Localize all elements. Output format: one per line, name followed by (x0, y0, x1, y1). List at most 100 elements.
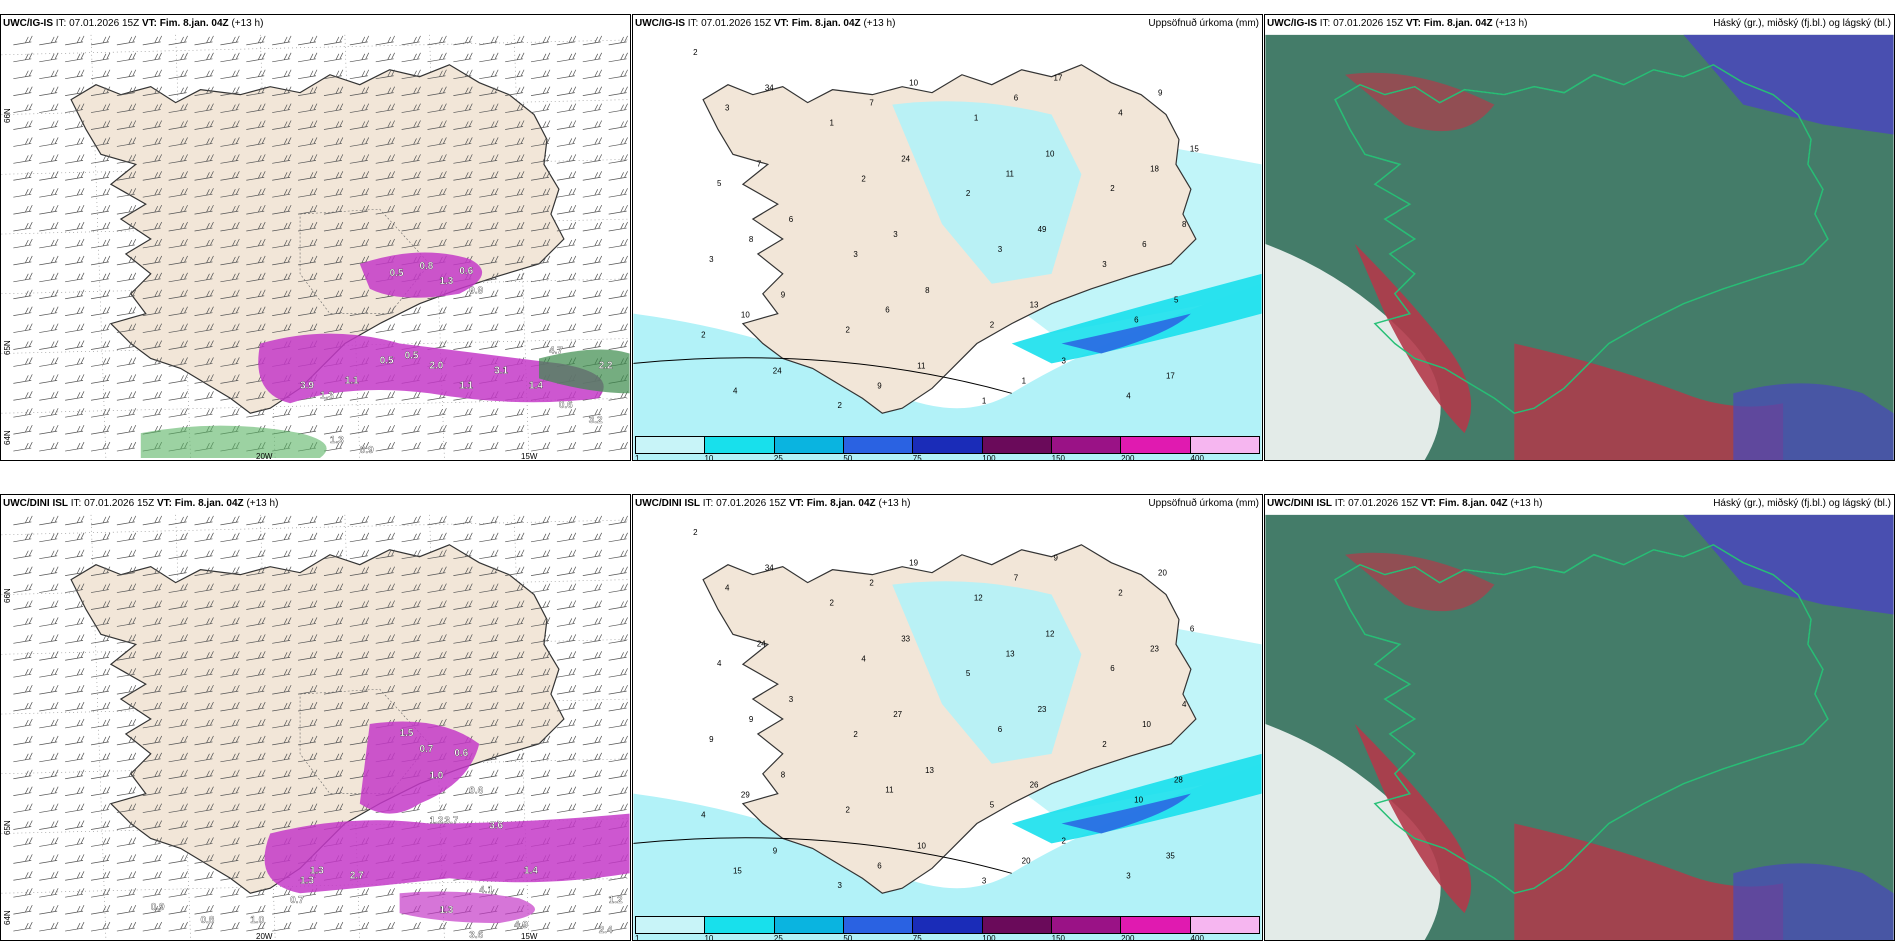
precip-value-label: 0.9 (469, 286, 483, 297)
colorbar-cell (774, 437, 844, 453)
precip-value-label: 0.5 (390, 268, 404, 279)
colorbar-tick-label: 25 (773, 934, 783, 941)
precip-value-label: 3 (725, 104, 730, 113)
colorbar-cell (982, 437, 1052, 453)
precip-value-label: 15 (733, 866, 742, 875)
precip-value-label: 9 (1054, 554, 1059, 563)
precip-value-label: 11 (917, 361, 926, 370)
precip-value-label: 9 (749, 715, 754, 724)
colorbar-cell (705, 437, 775, 453)
precip-value-label: 0.7 (290, 895, 304, 906)
panel-dini-accum-precip: UWC/DINI ISL IT: 07.01.2026 15Z VT: Fim.… (632, 494, 1263, 941)
lat-label-65n: 65N (3, 340, 12, 355)
precip-value-label: 1.0 (429, 771, 443, 782)
precip-value-label: 0.5 (405, 350, 419, 361)
colorbar-cell (843, 917, 914, 933)
precip-value-label: 35 (1166, 851, 1175, 860)
precip-value-label: 7 (869, 99, 874, 108)
precip-value-label: 2 (1110, 184, 1115, 193)
colorbar-tick-label: 150 (1051, 454, 1066, 461)
precip-value-label: 1 (830, 119, 835, 128)
precip-value-label: 11 (1006, 169, 1015, 178)
panel-title: UWC/IG-IS IT: 07.01.2026 15Z VT: Fim. 8.… (635, 18, 896, 29)
panel-subtitle: Háský (gr.), miðský (fj.bl.) og lágský (… (1713, 498, 1891, 509)
precip-value-label: 1.3 (320, 390, 334, 401)
precip-value-label: 2 (837, 401, 842, 410)
colorbar-tick-label: 100 (982, 934, 996, 941)
precip-value-label: 10 (741, 311, 750, 320)
colorbar-tick-label: 50 (843, 934, 853, 941)
precip-value-label: 9 (773, 846, 778, 855)
precip-value-label: 6 (885, 306, 890, 315)
precip-value-label: 23 (1038, 705, 1047, 714)
precip-value-label: 11 (885, 786, 894, 795)
colorbar-cell (1121, 917, 1191, 933)
lon-label-15w: 15W (521, 932, 538, 941)
precip-value-label: 2.7 (350, 870, 364, 881)
precip-value-label: 0.5 (380, 355, 394, 366)
precip-value-label: 3 (789, 695, 794, 704)
precip-value-label: 9 (709, 735, 714, 744)
colorbar-cell (913, 917, 983, 933)
colorbar-cell (1121, 437, 1191, 453)
precip-value-label: 13 (925, 766, 934, 775)
colorbar-cell (636, 917, 706, 933)
precip-value-label: 4 (1118, 109, 1123, 118)
precip-value-label: 4 (733, 386, 738, 395)
panel-ig-is-accum-precip: UWC/IG-IS IT: 07.01.2026 15Z VT: Fim. 8.… (632, 14, 1263, 461)
precip-value-label: 26 (1030, 781, 1039, 790)
precip-value-label: 8 (781, 771, 786, 780)
precip-value-label: 3.6 (469, 930, 483, 940)
precip-value-label: 3.9 (300, 380, 314, 391)
precip-value-label: 1.3 (330, 435, 344, 446)
precip-value-label: 4.1 (479, 885, 493, 896)
colorbar-cells (635, 436, 1260, 454)
precip-value-label: 2.2 (599, 360, 613, 371)
precip-value-label: 2 (1118, 589, 1123, 598)
colorbar-tick-label: 10 (704, 934, 714, 941)
colorbar-cell (982, 917, 1052, 933)
precip-value-label: 2.0 (429, 360, 443, 371)
precip-value-label: 2 (861, 174, 866, 183)
panel-title: UWC/DINI ISL IT: 07.01.2026 15Z VT: Fim.… (635, 498, 911, 509)
precip-value-label: 6 (789, 215, 794, 224)
precip-value-label: 0.9 (151, 902, 165, 913)
precip-value-label: 19 (909, 559, 918, 568)
precip-value-label: 10 (917, 841, 926, 850)
lat-label-66n: 66N (3, 588, 12, 603)
precip-value-label: 1.2 (609, 895, 623, 906)
panel-title: UWC/IG-IS IT: 07.01.2026 15Z VT: Fim. 8.… (3, 18, 264, 29)
lat-label-64n: 64N (3, 430, 12, 445)
precip-value-label: 6 (998, 725, 1003, 734)
precip-value-label: 1 (974, 114, 979, 123)
precip-value-label: 24 (757, 639, 766, 648)
precip-value-label: 4 (701, 811, 706, 820)
precip-value-label: 4 (861, 654, 866, 663)
precip-map: 2123221232145324323647116109618861973131… (633, 15, 1262, 460)
colorbar-tick-label: 75 (912, 454, 922, 461)
colorbar-cell (1190, 437, 1259, 453)
colorbar-tick-label: 150 (1051, 934, 1066, 941)
colorbar-tick-label: 400 (1190, 934, 1204, 941)
precip-value-label: 18 (1150, 164, 1159, 173)
precip-value-label: 2 (1102, 740, 1107, 749)
precip-value-label: 6 (877, 861, 882, 870)
precip-value-label: 2.4 (599, 925, 613, 936)
precip-value-label: 17 (1054, 74, 1063, 83)
precip-value-label: 5 (990, 801, 995, 810)
colorbar-cell (705, 917, 775, 933)
precip-value-label: 8 (1182, 220, 1187, 229)
precip-value-label: 2 (990, 321, 995, 330)
precip-value-label: 24 (773, 366, 782, 375)
precip-value-label: 27 (893, 710, 902, 719)
precip-value-label: 3 (837, 881, 842, 890)
lon-label-20w: 20W (256, 932, 273, 941)
panel-ig-is-wind-precip: UWC/IG-IS IT: 07.01.2026 15Z VT: Fim. 8.… (0, 14, 631, 461)
lon-label-20w: 20W (256, 452, 273, 461)
precip-value-label: 3.2 (589, 415, 603, 426)
precip-value-label: 3 (1061, 356, 1066, 365)
precip-value-label: 10 (909, 79, 918, 88)
precip-value-label: 4 (1126, 391, 1131, 400)
precip-value-label: 17 (1166, 371, 1175, 380)
colorbar-cell (774, 917, 844, 933)
